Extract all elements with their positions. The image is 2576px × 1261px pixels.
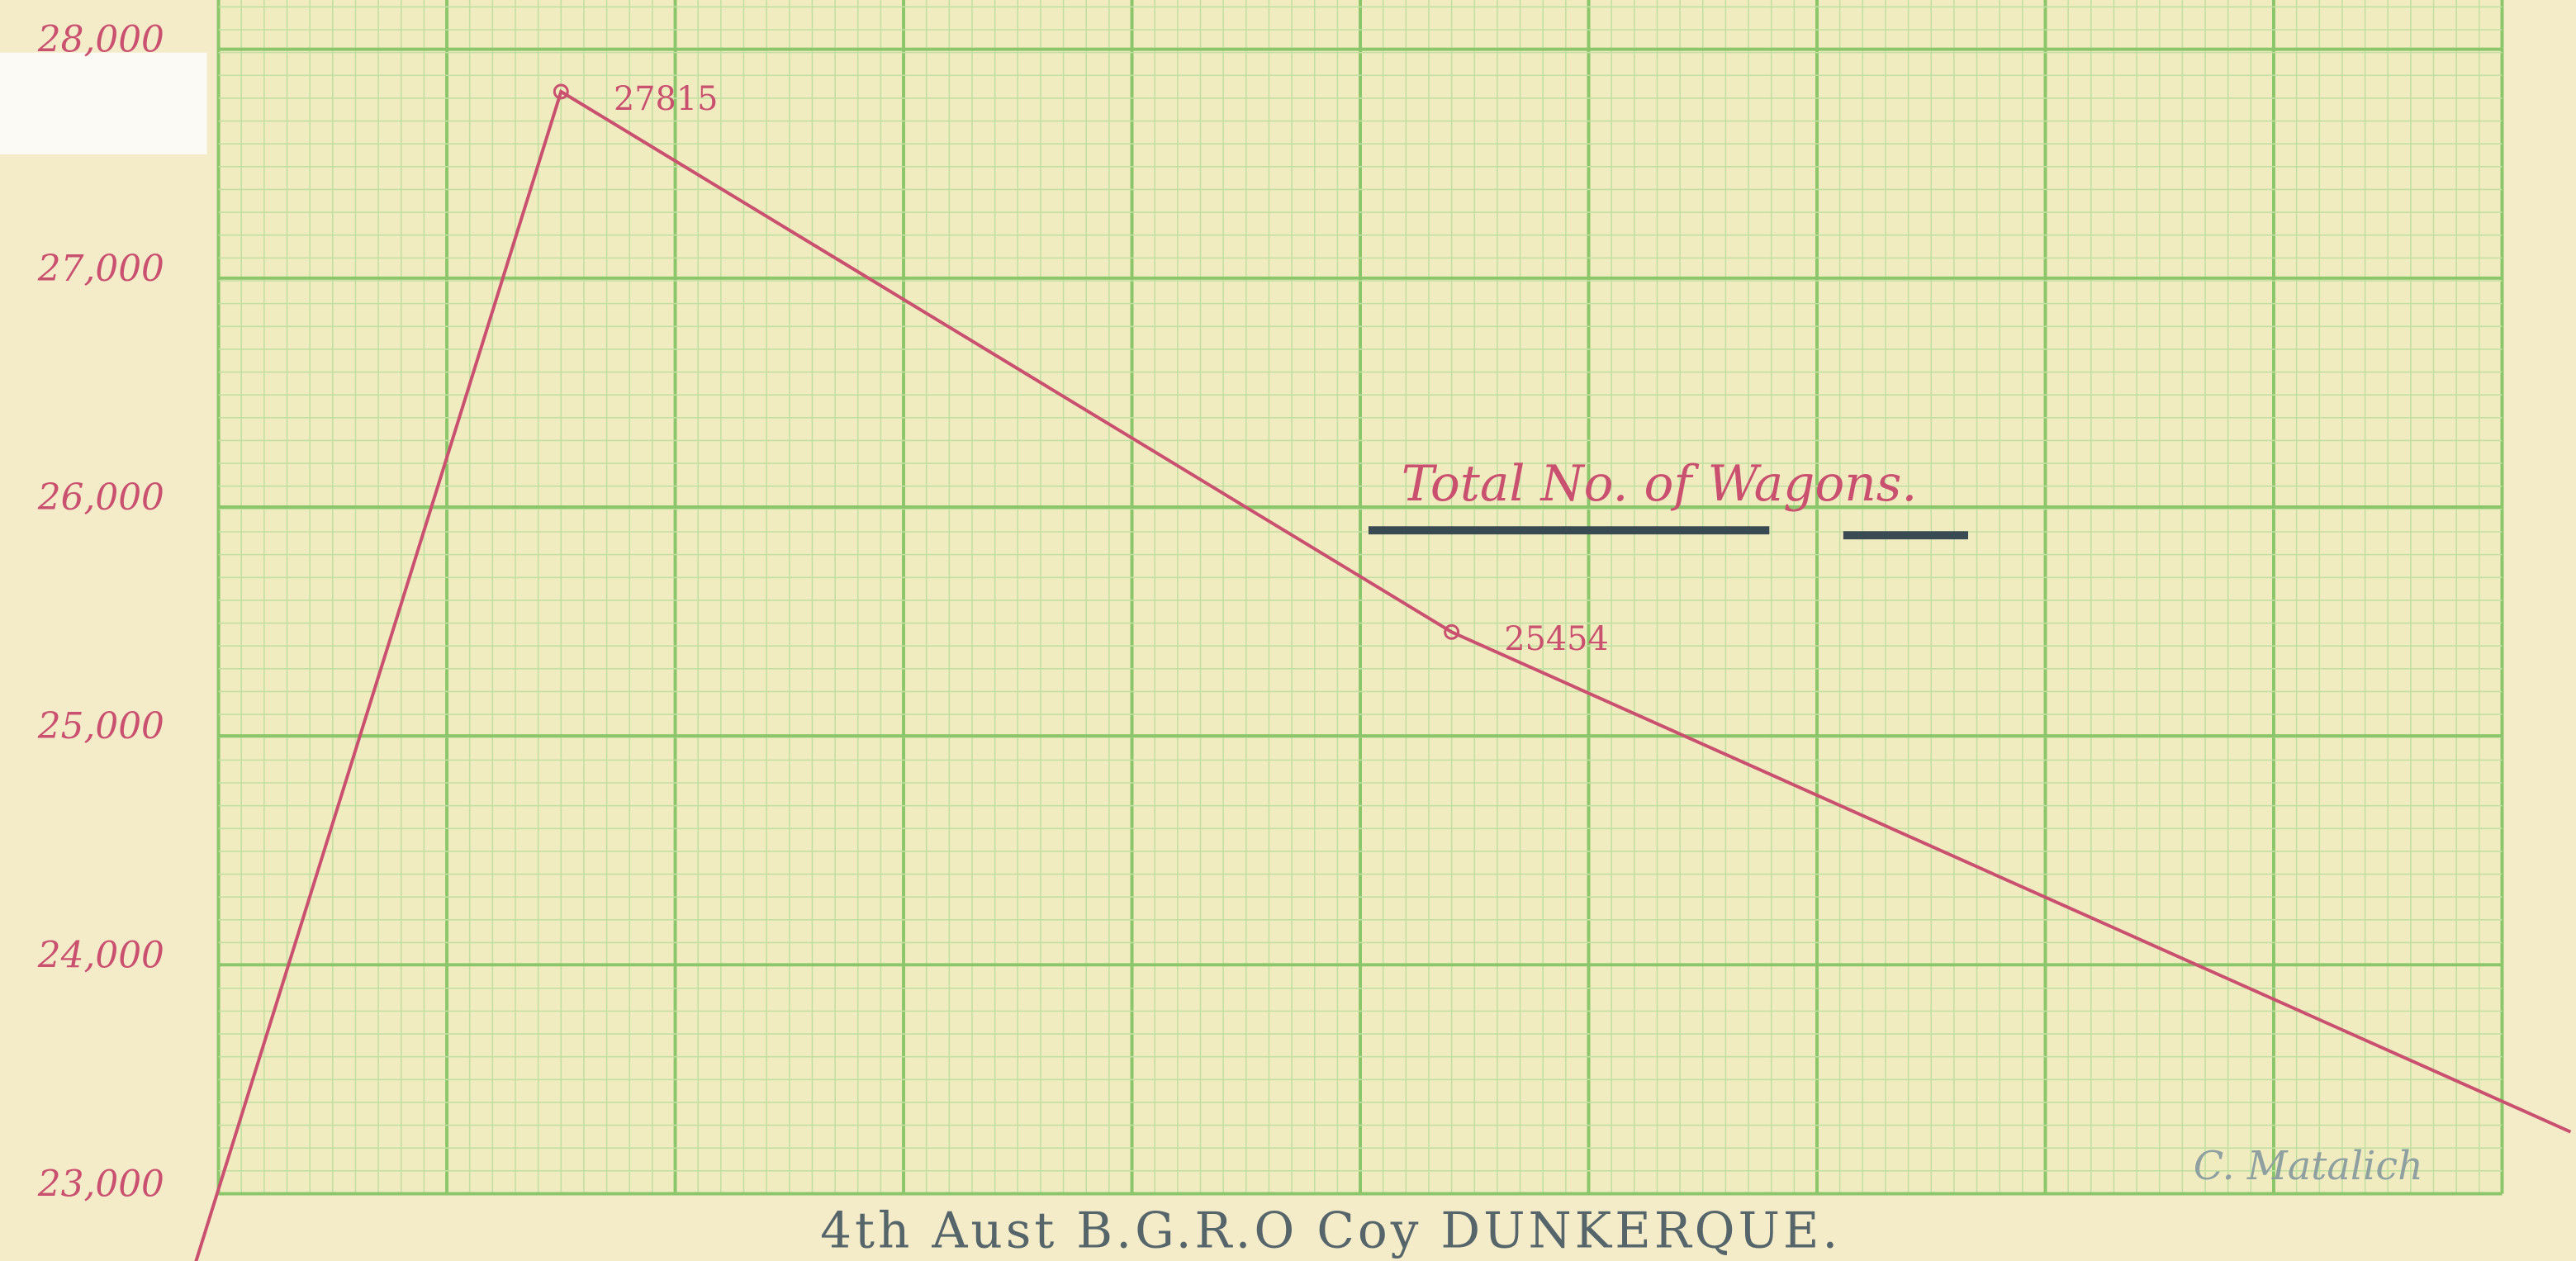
y-tick-label: 24,000: [37, 934, 164, 976]
y-tick-label: 27,000: [37, 248, 164, 290]
signature: C. Matalich: [2194, 1144, 2423, 1189]
chart: Total No. of Wagons. 4th Aust B.G.R.O Co…: [0, 0, 2576, 1261]
footer: 4th Aust B.G.R.O Coy DUNKERQUE.: [820, 1203, 1841, 1260]
y-tick-label: 23,000: [37, 1164, 164, 1206]
data-label: 25454: [1504, 620, 1609, 658]
paper-patch: [0, 53, 207, 154]
y-tick-label: 25,000: [37, 705, 164, 747]
y-tick-label: 26,000: [37, 476, 164, 519]
y-tick-label: 28,000: [37, 19, 164, 61]
grid: [219, 0, 2502, 1193]
data-label: 27815: [614, 80, 719, 118]
chart-title: Total No. of Wagons.: [1402, 456, 1918, 513]
page: {"chart_data": { "type": "line", "title"…: [0, 0, 2576, 1261]
